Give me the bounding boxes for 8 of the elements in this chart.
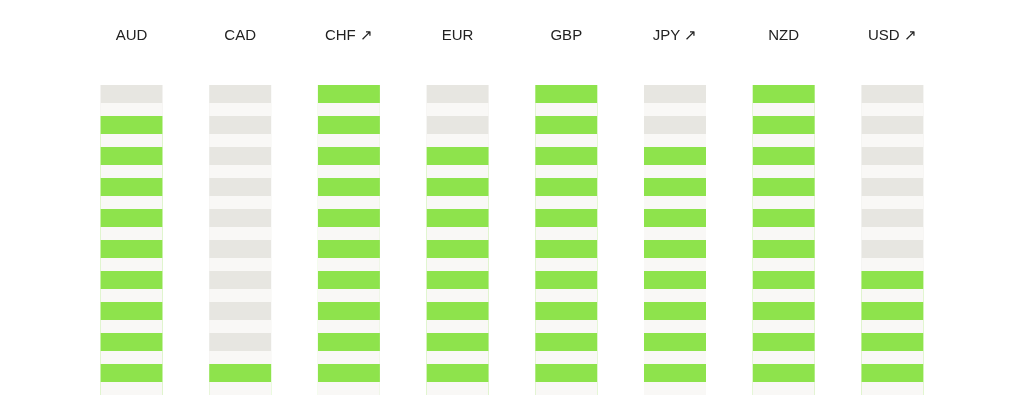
x-tick-label: NZD (768, 25, 800, 43)
x-tick-label: JPY ↗ (652, 25, 698, 43)
x-tick-label: AUD (115, 25, 148, 43)
x-tick-label: CAD (224, 25, 257, 43)
x-tick-label: CHF ↗ (324, 25, 373, 43)
x-tick-label: EUR (441, 25, 474, 43)
x-tick-label: GBP (550, 25, 583, 43)
x-tick-label: USD ↗ (867, 25, 917, 43)
